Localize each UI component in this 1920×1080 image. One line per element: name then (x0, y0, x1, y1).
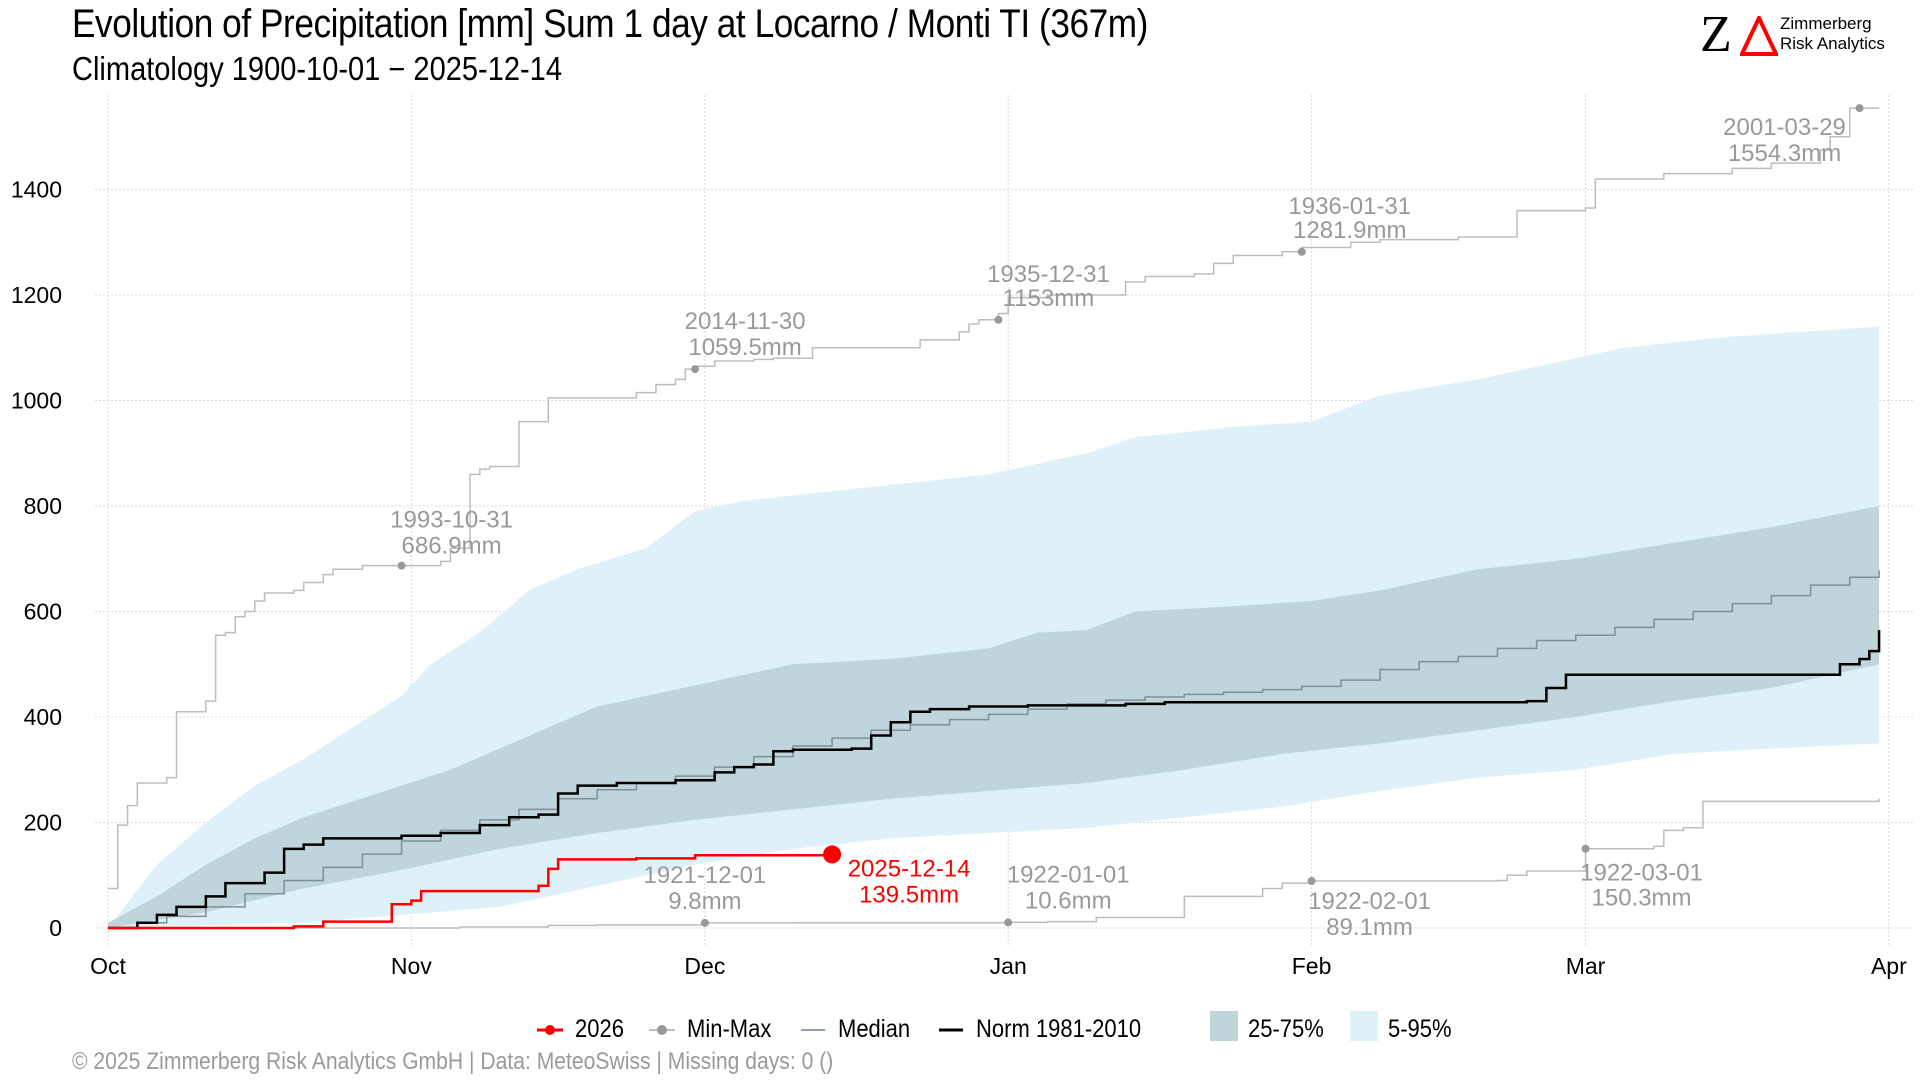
annotation-value: 1554.3mm (1728, 140, 1841, 167)
annotation-date: 1921-12-01 (644, 862, 767, 889)
logo-line-1: Zimmerberg (1780, 14, 1872, 33)
y-tick-label: 0 (49, 915, 62, 941)
legend-label: Norm 1981-2010 (976, 1014, 1142, 1043)
footer-credits: © 2025 Zimmerberg Risk Analytics GmbH | … (72, 1048, 834, 1075)
annotation-value: 139.5mm (859, 881, 959, 908)
legend-symbol-median-line (798, 1015, 828, 1044)
annotation-date: 2001-03-29 (1723, 114, 1846, 141)
annotation-value: 1153mm (1003, 285, 1095, 312)
current-value-point (823, 845, 842, 864)
extreme-point (1581, 844, 1590, 853)
annotation-date: 1993-10-31 (390, 507, 513, 534)
legend-item-25-75: 25-75% (1210, 1010, 1334, 1048)
annotation-value: 686.9mm (402, 533, 502, 560)
legend-item-5-95: 5-95% (1350, 1010, 1460, 1048)
logo-line-2: Risk Analytics (1780, 34, 1885, 53)
annotation-value: 10.6mm (1025, 887, 1112, 914)
x-tick-label: Nov (391, 953, 432, 979)
x-tick-label: Mar (1566, 953, 1606, 979)
legend-label: 5-95% (1388, 1014, 1452, 1043)
annotation-value: 9.8mm (668, 888, 741, 915)
x-tick-label: Jan (990, 953, 1027, 979)
legend-item-min-max: Min-Max (647, 1015, 783, 1044)
x-tick-label: Dec (684, 953, 725, 979)
min-line (108, 798, 1880, 929)
annotation-date: 2014-11-30 (685, 308, 806, 335)
extreme-point (691, 365, 700, 374)
extreme-point (700, 918, 709, 927)
annotation-date: 1935-12-31 (987, 261, 1110, 288)
y-tick-label: 1000 (11, 388, 62, 414)
y-tick-label: 1400 (11, 177, 62, 203)
y-tick-label: 200 (24, 810, 62, 836)
extreme-point (1004, 918, 1013, 927)
annotation-date: 1922-03-01 (1580, 860, 1703, 887)
series-lines (108, 107, 1881, 930)
legend-label: Median (838, 1014, 911, 1043)
legend-label: 25-75% (1248, 1014, 1324, 1043)
legend-item-2026: 2026 (535, 1015, 631, 1044)
extreme-point (1297, 247, 1306, 256)
annotation-date: 2025-12-14 (848, 855, 971, 882)
x-tick-label: Apr (1871, 953, 1907, 979)
x-tick-label: Feb (1292, 953, 1332, 979)
red-triangle-delta-icon (1740, 16, 1778, 56)
y-tick-label: 600 (24, 599, 62, 625)
annotation-value: 1059.5mm (688, 334, 801, 361)
y-axis-ticks: 0 200 400 600 800 1000 1200 1400 (11, 177, 62, 942)
annotation-date: 1936-01-31 (1288, 193, 1411, 220)
norm-line (108, 629, 1881, 930)
annotation-value: 1281.9mm (1293, 217, 1406, 244)
legend-swatch-25-75 (1210, 1010, 1239, 1048)
logo-letter: Z (1700, 6, 1732, 63)
legend-symbol-red-line-point (535, 1015, 565, 1044)
legend-label: Min-Max (686, 1014, 771, 1043)
legend-symbol-norm-line (936, 1015, 966, 1044)
legend-label: 2026 (575, 1014, 624, 1043)
extreme-point (1855, 104, 1864, 113)
percentile-bands (108, 326, 1880, 928)
legend-swatch-5-95 (1350, 1010, 1379, 1048)
chart-title: Evolution of Precipitation [mm] Sum 1 da… (72, 2, 1148, 46)
band-25-75pct (108, 506, 1880, 928)
extreme-point (994, 315, 1003, 324)
legend: 2026 Min-Max Median Norm 1981-2010 25-75… (535, 1010, 1477, 1048)
max-line (108, 107, 1880, 890)
chart-subtitle: Climatology 1900-10-01 − 2025-12-14 (72, 50, 562, 87)
logo-text: Zimmerberg Risk Analytics (1780, 14, 1885, 54)
extreme-point (1307, 876, 1316, 885)
x-axis-ticks: Oct Nov Dec Jan Feb Mar Apr (90, 953, 1907, 979)
y-tick-label: 400 (24, 704, 62, 730)
annotation-value: 89.1mm (1326, 914, 1413, 941)
legend-symbol-grey-line-point (647, 1015, 677, 1044)
annotation-date: 1922-02-01 (1308, 888, 1431, 915)
y-tick-label: 1200 (11, 282, 62, 308)
median-line (108, 570, 1880, 929)
annotation-value: 150.3mm (1592, 885, 1692, 912)
y-tick-label: 800 (24, 493, 62, 519)
legend-item-norm: Norm 1981-2010 (936, 1015, 1164, 1044)
current-season-line (108, 853, 834, 930)
company-logo: Z Zimmerberg Risk Analytics (1700, 6, 1920, 63)
x-tick-label: Oct (90, 953, 126, 979)
extreme-point (397, 561, 406, 570)
annotation-date: 1922-01-01 (1007, 861, 1130, 888)
legend-item-median: Median (798, 1015, 920, 1044)
